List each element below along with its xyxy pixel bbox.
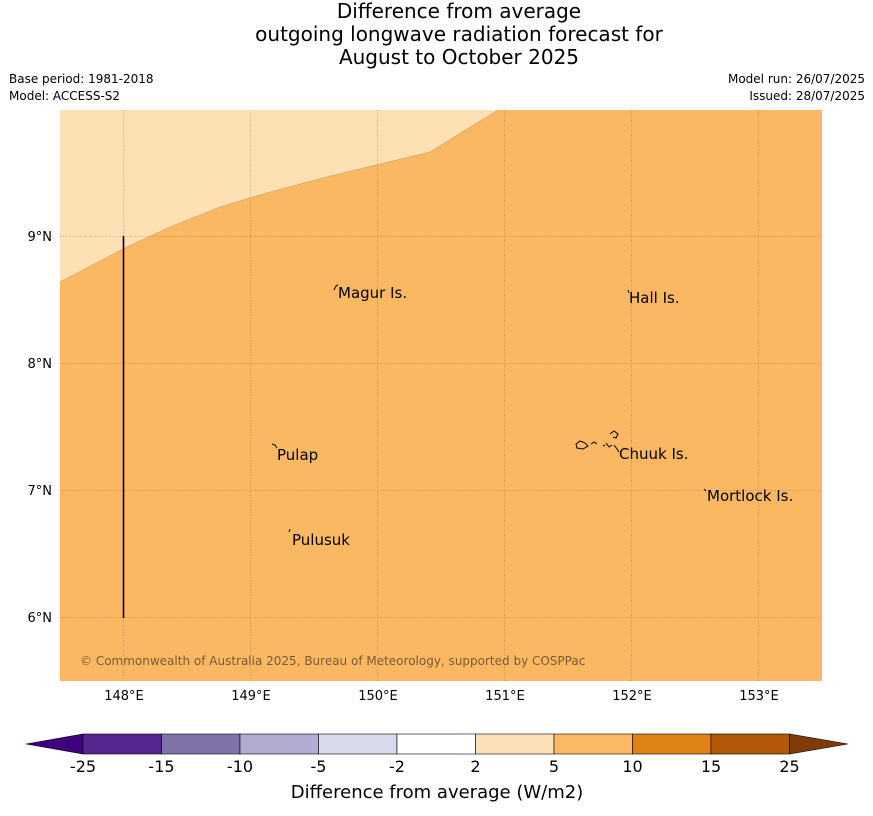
- colorbar-swatch: [239, 733, 319, 755]
- colorbar-swatch: [710, 733, 790, 755]
- colorbar-ticks: -25 -15 -10 -5 -2 2 5 10 15 25: [70, 757, 800, 776]
- colorbar-swatch: [82, 733, 162, 755]
- colorbar-tick-label: -15: [148, 757, 174, 776]
- lon-tick-149e: 149°E: [231, 689, 271, 704]
- colorbar-swatch: [161, 733, 241, 755]
- grid-lines: [60, 110, 822, 681]
- colorbar-swatch: [475, 733, 555, 755]
- place-hall: Hall Is.: [629, 289, 680, 307]
- contour-line: [59, 109, 499, 283]
- place-pulusuk: Pulusuk: [292, 531, 350, 549]
- lon-tick-152e: 152°E: [612, 689, 652, 704]
- lat-axis: 9°N 8°N 7°N 6°N: [28, 230, 53, 626]
- island-magur: [333, 284, 339, 291]
- place-chuuk: Chuuk Is.: [619, 445, 688, 463]
- map-panel: Magur Is. Hall Is. Pulap Chuuk Is. Mortl…: [59, 109, 822, 681]
- map-title: Difference from average outgoing longwav…: [0, 0, 873, 69]
- island-hall: [627, 289, 630, 294]
- place-magur: Magur Is.: [338, 284, 407, 302]
- lon-tick-153e: 153°E: [739, 689, 779, 704]
- island-pulap: [271, 443, 278, 449]
- colorbar-swatch: [553, 733, 633, 755]
- model-name: Model: ACCESS-S2: [9, 89, 121, 103]
- colorbar-tick-label: -25: [70, 757, 96, 776]
- colorbar-swatch: [318, 733, 398, 755]
- colorbar: -25 -15 -10 -5 -2 2 5 10 15 25 Difference from av…: [25, 733, 849, 803]
- colorbar-swatches: [25, 733, 849, 755]
- issued-date: Issued: 28/07/2025: [749, 89, 865, 103]
- colorbar-label: Difference from average (W/m2): [291, 782, 583, 803]
- colorbar-arrow-high: [789, 733, 849, 755]
- colorbar-swatch: [632, 733, 712, 755]
- meta-left: Base period: 1981-2018 Model: ACCESS-S2: [9, 71, 154, 105]
- colorbar-tick-label: 15: [701, 757, 721, 776]
- island-pulusuk: [288, 528, 291, 533]
- island-shapes: [271, 284, 707, 533]
- title-line-1: Difference from average: [336, 0, 582, 23]
- model-run: Model run: 26/07/2025: [727, 72, 865, 86]
- title-line-2: outgoing longwave radiation forecast for: [255, 22, 663, 46]
- colorbar-tick-label: 5: [549, 757, 559, 776]
- lon-tick-150e: 150°E: [358, 689, 398, 704]
- colorbar-tick-label: -5: [311, 757, 327, 776]
- place-mortlock: Mortlock Is.: [707, 487, 793, 505]
- lon-axis: 148°E 149°E 150°E 151°E 152°E 153°E: [104, 689, 779, 704]
- place-pulap: Pulap: [277, 446, 318, 464]
- anomaly-fill-light: [60, 110, 498, 282]
- lon-tick-148e: 148°E: [104, 689, 144, 704]
- island-mortlock: [703, 488, 707, 492]
- lon-tick-151e: 151°E: [485, 689, 525, 704]
- title-line-3: August to October 2025: [338, 45, 580, 69]
- copyright-notice: © Commonwealth of Australia 2025, Bureau…: [80, 654, 585, 668]
- lat-tick-7n: 7°N: [28, 484, 53, 499]
- colorbar-tick-label: -2: [389, 757, 405, 776]
- colorbar-tick-label: 25: [779, 757, 799, 776]
- meta-right: Model run: 26/07/2025 Issued: 28/07/2025: [728, 71, 865, 105]
- lat-tick-8n: 8°N: [28, 357, 53, 372]
- colorbar-tick-label: 2: [470, 757, 480, 776]
- colorbar-tick-label: 10: [622, 757, 642, 776]
- colorbar-arrow-low: [25, 733, 84, 755]
- colorbar-swatch: [396, 733, 476, 755]
- base-period: Base period: 1981-2018: [9, 72, 154, 86]
- colorbar-tick-label: -10: [227, 757, 253, 776]
- island-chuuk: [575, 430, 620, 453]
- lat-tick-6n: 6°N: [28, 611, 53, 626]
- lat-tick-9n: 9°N: [28, 230, 53, 245]
